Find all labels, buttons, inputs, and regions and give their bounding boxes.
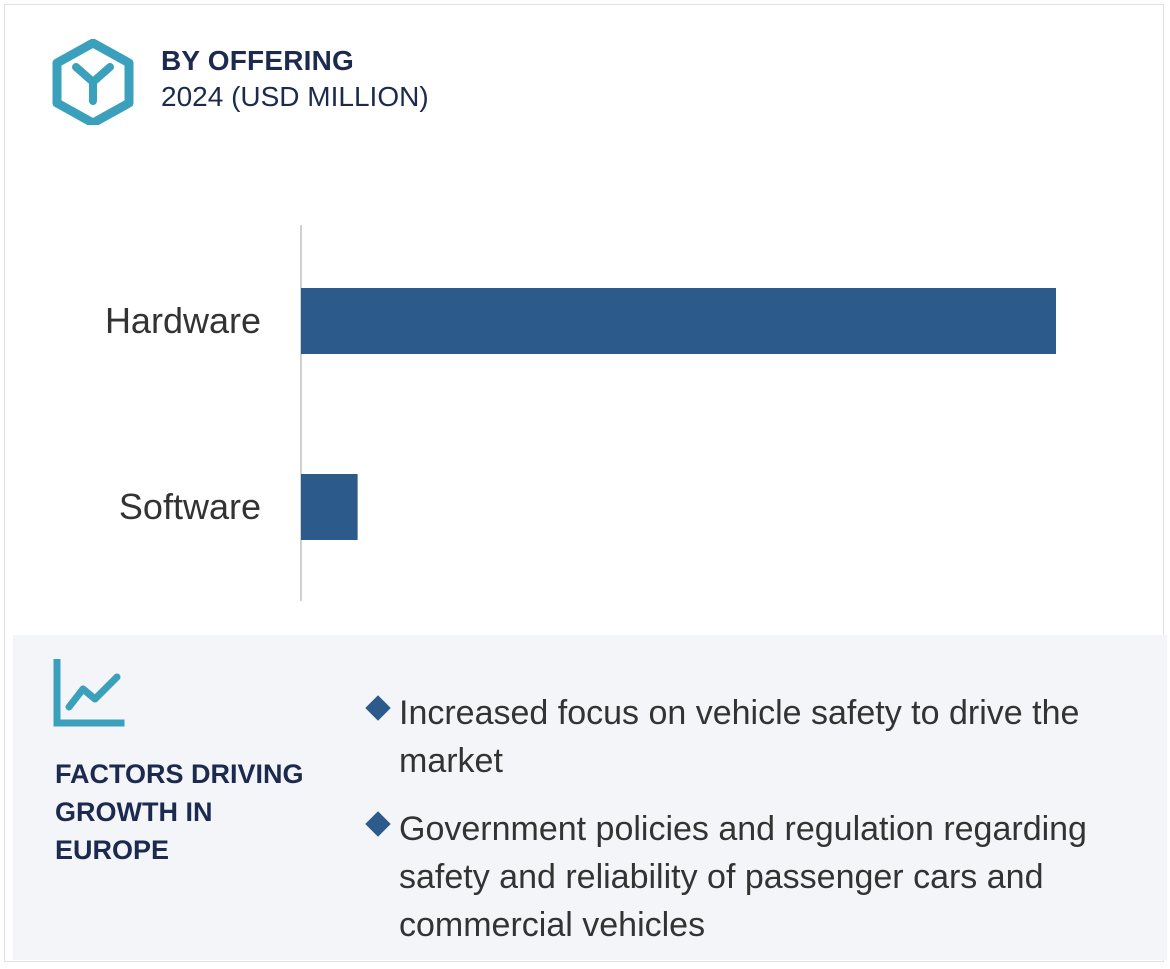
- factor-text: Government policies and regulation regar…: [399, 810, 1087, 944]
- bar-software: [301, 474, 358, 540]
- chart-title: BY OFFERING: [161, 45, 355, 76]
- category-label-software: Software: [119, 486, 261, 527]
- factor-item: Increased focus on vehicle safety to dri…: [363, 689, 1153, 785]
- category-label-hardware: Hardware: [105, 300, 261, 341]
- bar-hardware: [301, 288, 1056, 354]
- factors-heading: FACTORS DRIVING GROWTH IN EUROPE: [55, 759, 304, 865]
- chart-subtitle: 2024 (USD MILLION): [161, 81, 429, 112]
- hexagon-y-logo-icon: [52, 39, 134, 125]
- diamond-bullet-icon: [365, 695, 391, 721]
- diamond-bullet-icon: [365, 811, 391, 837]
- factors-panel: FACTORS DRIVING GROWTH IN EUROPE Increas…: [13, 635, 1167, 960]
- factor-text: Increased focus on vehicle safety to dri…: [399, 694, 1080, 780]
- bar-chart: Hardware Software: [105, 225, 1056, 601]
- infographic-card: BY OFFERING 2024 (USD MILLION) Hardware S…: [4, 4, 1167, 962]
- trend-chart-icon: [53, 659, 125, 727]
- factor-item: Government policies and regulation regar…: [363, 805, 1153, 949]
- factors-list: Increased focus on vehicle safety to dri…: [363, 689, 1153, 969]
